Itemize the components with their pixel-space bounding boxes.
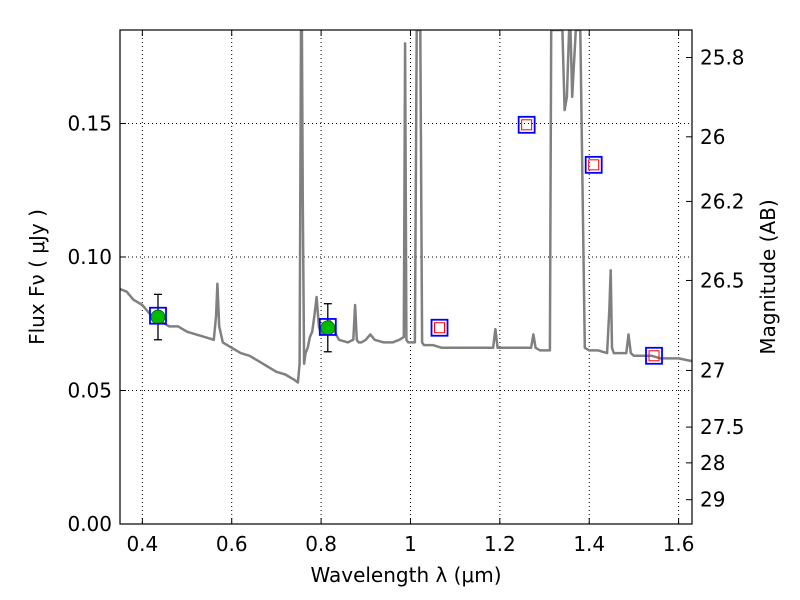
upper-limit-square [434,322,446,334]
y-tick-label: 0.05 [67,378,112,402]
right-axis-title: Magnitude (AB) [756,199,780,354]
x-tick-label: 0.4 [126,532,158,556]
y-tick-label: 0.10 [67,245,112,269]
x-axis-title: Wavelength λ (μm) [310,563,501,587]
y-tick-label: 0.00 [67,512,112,536]
model-flux-square [645,346,663,365]
observed-flux-point [150,309,166,325]
mag-tick-label: 27.5 [700,415,745,439]
model-flux-square [430,318,449,337]
model-flux-square [318,318,337,336]
mag-tick-label: 26.2 [700,189,745,213]
model-spectrum-line [120,30,692,384]
upper-limit-square [588,159,600,171]
upper-limit-square [521,119,533,131]
x-tick-label: 1.4 [573,532,605,556]
plot-frame [119,29,693,525]
x-tick-label: 0.6 [216,532,248,556]
model-flux-square [149,306,167,325]
tick-labels: 0.4 0.6 0.8 1 1.2 1.4 1.6 0.00 0.05 0.10 0.15 25.8 2… [67,46,744,556]
y-tick-label: 0.15 [67,111,112,135]
ticks [120,30,692,525]
x-tick-label: 1.6 [663,532,695,556]
x-tick-label: 1.2 [484,532,516,556]
mag-tick-label: 29 [700,488,725,512]
series-layer [120,30,692,384]
observed-flux-point [320,320,336,336]
x-tick-label: 0.8 [305,532,337,556]
mag-tick-label: 27 [700,358,725,382]
x-tick-label: 1 [404,532,417,556]
mag-tick-label: 25.8 [700,46,745,70]
model-flux-square [517,115,536,134]
y-axis-title: Flux Fν ( μJy ) [25,209,49,345]
mag-tick-label: 28 [700,451,725,475]
upper-limit-square [648,350,660,362]
model-flux-square [584,155,603,174]
mag-tick-label: 26 [700,125,725,149]
mag-tick-label: 26.5 [700,268,745,292]
